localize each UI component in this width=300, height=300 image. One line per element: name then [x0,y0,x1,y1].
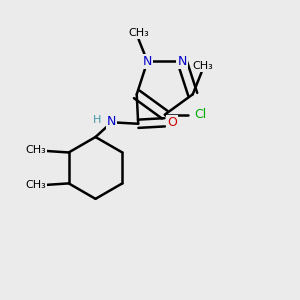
Text: CH₃: CH₃ [25,181,46,190]
Text: O: O [167,116,177,129]
Text: CH₃: CH₃ [25,146,46,155]
Text: N: N [177,55,187,68]
Text: CH₃: CH₃ [193,61,213,71]
Text: H: H [93,115,101,125]
Text: Cl: Cl [194,108,206,121]
Text: CH₃: CH₃ [128,28,149,38]
Text: N: N [107,115,116,128]
Text: N: N [143,55,152,68]
